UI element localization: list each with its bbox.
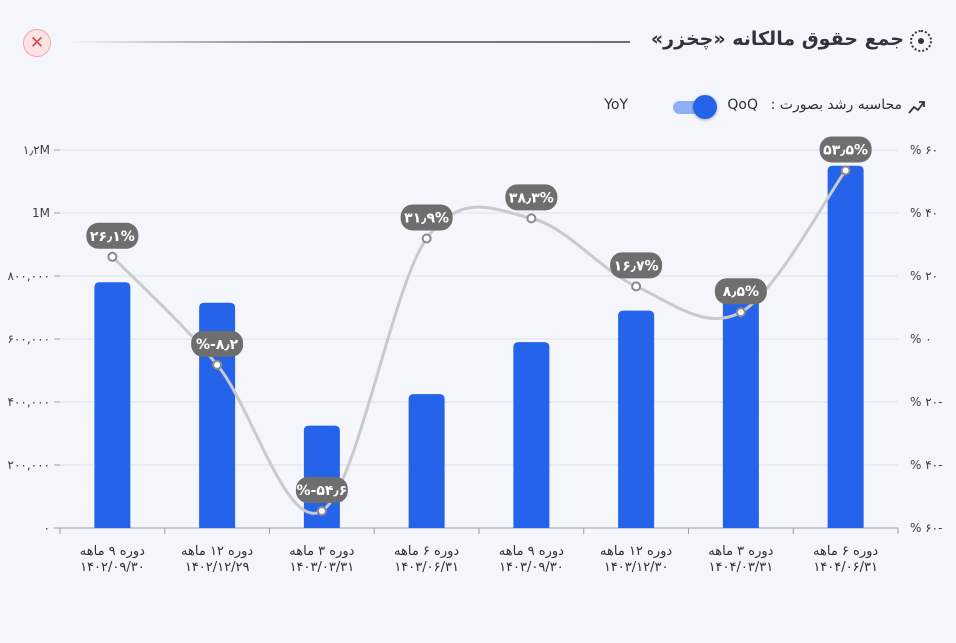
growth-label-bg [295,476,348,503]
bar [408,394,445,528]
bar [827,165,864,528]
bar [199,302,236,528]
x-tick-label-period: دوره ۳ ماهه [708,544,773,559]
yoy-option[interactable]: YoY [604,97,628,113]
growth-point [735,307,746,318]
y-tick-label-left: ۸۰۰,۰۰۰ [8,269,51,283]
bar [618,310,655,528]
y-tick-label-right: % ۰ [910,332,932,346]
x-tick-label-date: ۱۴۰۳/۱۲/۳۰ [604,560,669,575]
bar [513,342,550,528]
y-tick-label-right: % ۲۰ [910,269,938,283]
growth-label-bg [610,252,663,279]
growth-point [212,359,223,370]
x-tick-label-date: ۱۴۰۲/۰۹/۳۰ [80,560,145,575]
y-tick-label-left: 1M [32,206,50,220]
growth-label-bg [86,222,139,249]
x-tick-label-period: دوره ۹ ماهه [80,544,145,559]
growth-point [631,281,642,292]
x-tick-label-date: ۱۴۰۴/۰۳/۳۱ [709,560,774,575]
x-tick-label-period: دوره ۱۲ ماهه [600,544,672,559]
y-tick-label-left: ۱٫۲M [23,143,50,157]
growth-label-bg [819,136,872,163]
growth-label-bg [191,330,244,357]
growth-label-bg [505,184,558,211]
growth-point [526,213,537,224]
close-button[interactable]: ✕ [23,29,51,57]
y-tick-label-right: % ۴۰ [910,206,938,220]
growth-point [421,233,432,244]
y-tick-label-left: ۲۰۰,۰۰۰ [8,458,51,472]
growth-label: ۳۱٫۹% [404,211,449,227]
growth-label: ۵۳٫۵% [823,142,868,158]
y-tick-label-left: ۰ [44,521,50,535]
growth-point [316,505,327,516]
growth-mode-toggle-row: محاسبه رشد بصورت : QoQ YoY [586,95,926,119]
x-tick-label-period: دوره ۱۲ ماهه [181,544,253,559]
growth-point [107,251,118,262]
x-tick-label-date: ۱۴۰۴/۰۶/۳۱ [813,560,878,575]
growth-mode-switch[interactable] [673,95,717,119]
growth-point [840,165,851,176]
growth-label: %-۸٫۲ [196,337,239,353]
qoq-option[interactable]: QoQ [727,97,758,113]
x-tick-label-period: دوره ۶ ماهه [394,544,459,559]
bar [722,296,759,528]
y-tick-label-right: % ۴۰- [910,458,942,472]
y-tick-label-right: % ۶۰ [910,143,938,157]
target-icon [910,30,932,52]
title-divider [68,41,630,43]
bar [94,282,131,528]
x-tick-label-period: دوره ۶ ماهه [813,544,878,559]
y-tick-label-left: ۶۰۰,۰۰۰ [8,332,51,346]
y-tick-label-right: % ۶۰- [910,521,942,535]
growth-label: ۲۶٫۱% [90,229,135,245]
growth-label: ۳۸٫۳% [509,190,554,206]
trend-up-icon [908,101,925,114]
y-tick-label-left: ۴۰۰,۰۰۰ [8,395,51,409]
x-tick-label-date: ۱۴۰۲/۱۲/۲۹ [185,560,250,575]
page-title: جمع حقوق مالکانه «چخزر» [650,28,904,50]
growth-mode-label: محاسبه رشد بصورت : [770,97,902,113]
y-tick-label-right: % ۲۰- [910,395,942,409]
growth-label-bg [714,278,767,305]
x-tick-label-period: دوره ۹ ماهه [499,544,564,559]
close-icon: ✕ [29,33,45,53]
growth-label: ۸٫۵% [723,284,759,300]
growth-label: %-۵۴٫۶ [297,483,348,499]
x-tick-label-date: ۱۴۰۳/۰۳/۳۱ [290,560,355,575]
growth-label-bg [400,204,453,231]
x-tick-label-period: دوره ۳ ماهه [289,544,354,559]
x-tick-label-date: ۱۴۰۳/۰۶/۳۱ [394,560,459,575]
switch-knob[interactable] [693,95,717,119]
growth-label: ۱۶٫۷% [614,258,659,274]
header: جمع حقوق مالکانه «چخزر» ✕ [0,0,956,84]
x-tick-label-date: ۱۴۰۳/۰۹/۳۰ [499,560,564,575]
